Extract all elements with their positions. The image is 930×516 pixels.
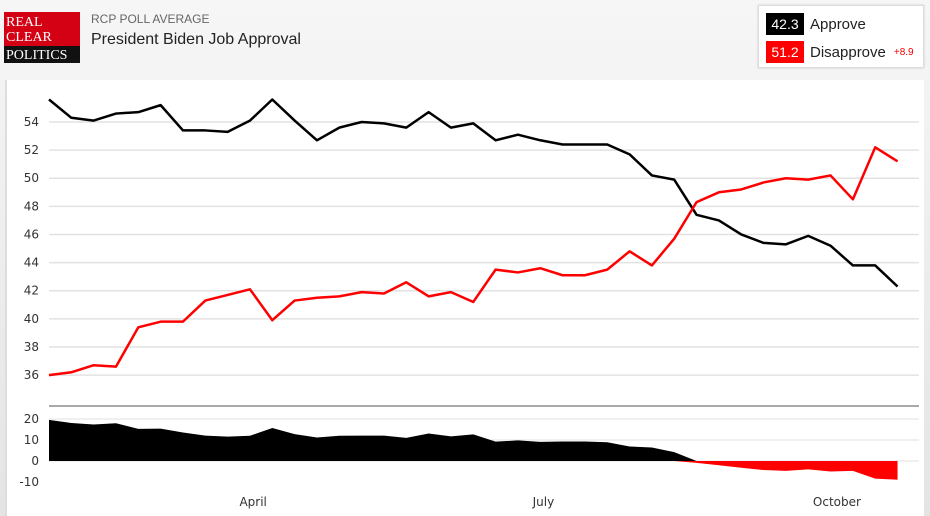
chart-panel: 54 52 50 48 46 44 42 40 38 36 20 10 0 -10 April July Oct… [5,80,924,516]
x-tick-label: July [532,495,555,509]
disapprove-value: 51.2 [766,41,804,63]
chart-title: President Biden Job Approval [91,31,301,48]
chart-kicker: RCP POLL AVERAGE [91,12,210,26]
y-tick-label: 48 [24,199,39,213]
y-tick-label: 40 [24,312,39,326]
spread-value: +8.9 [893,46,914,58]
series-line-disapprove [48,146,899,377]
legend-approve: 42.3 Approve [766,13,866,35]
legend: 42.3 Approve 51.2 Disapprove +8.9 [758,5,924,68]
y-tick-label: 42 [24,284,39,298]
spread-y-tick-label: -10 [19,475,39,489]
spread-y-tick-label: 20 [24,412,39,426]
y-tick-label: 54 [24,115,39,129]
approve-value: 42.3 [766,13,804,35]
spread-y-tick-label: 0 [31,454,39,468]
approve-label: Approve [810,15,866,33]
svg-text:REAL: REAL [6,15,43,30]
legend-disapprove: 51.2 Disapprove +8.9 [766,41,914,63]
approval-chart: 54 52 50 48 46 44 42 40 38 36 20 10 0 -10 April July Oct… [19,98,919,509]
y-tick-label: 44 [24,256,39,270]
svg-text:CLEAR: CLEAR [6,30,53,45]
series-line-approve [48,98,899,288]
y-tick-label: 38 [24,340,39,354]
spread-area-positive [49,419,898,461]
y-tick-label: 46 [24,227,39,241]
spread-y-tick-label: 10 [24,433,39,447]
x-tick-label: October [813,495,861,509]
spread-area-negative [49,461,898,480]
y-tick-label: 36 [24,368,39,382]
y-tick-label: 50 [24,171,39,185]
x-tick-label: April [239,495,266,509]
rcp-logo: REAL CLEAR POLITICS [4,12,80,63]
svg-text:POLITICS: POLITICS [6,48,67,63]
y-tick-label: 52 [24,143,39,157]
disapprove-label: Disapprove [810,43,886,61]
